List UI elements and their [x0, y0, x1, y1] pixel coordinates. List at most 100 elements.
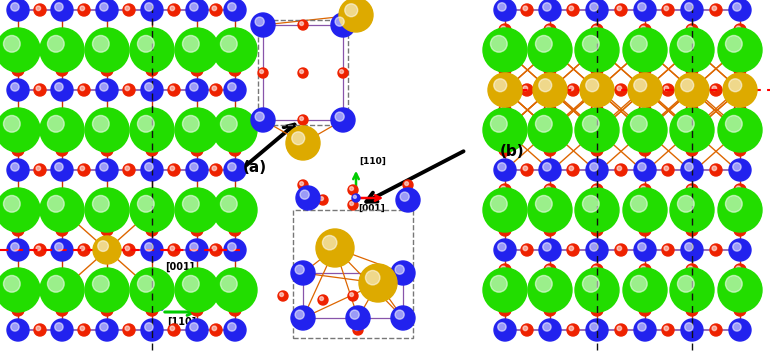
Circle shape [98, 241, 109, 251]
Circle shape [729, 239, 751, 261]
Circle shape [710, 4, 722, 16]
Circle shape [591, 184, 603, 196]
Circle shape [569, 326, 574, 330]
Circle shape [4, 195, 20, 212]
Circle shape [168, 4, 180, 16]
Circle shape [664, 166, 668, 171]
Circle shape [7, 239, 29, 261]
Circle shape [499, 104, 511, 116]
Circle shape [0, 188, 40, 232]
Circle shape [291, 261, 315, 285]
Circle shape [725, 36, 742, 52]
Text: (a): (a) [243, 161, 267, 175]
Circle shape [686, 264, 698, 276]
Circle shape [678, 275, 695, 292]
Circle shape [318, 195, 328, 205]
Circle shape [523, 6, 527, 10]
Circle shape [615, 4, 627, 16]
Circle shape [497, 3, 506, 11]
Circle shape [353, 325, 363, 335]
Circle shape [300, 22, 303, 26]
Circle shape [125, 246, 129, 251]
Circle shape [78, 324, 90, 336]
Circle shape [641, 266, 645, 271]
Circle shape [295, 265, 304, 274]
Circle shape [224, 0, 246, 21]
Circle shape [681, 239, 703, 261]
Circle shape [286, 126, 320, 160]
Circle shape [569, 246, 574, 251]
Circle shape [231, 306, 236, 311]
Circle shape [189, 83, 198, 91]
Circle shape [55, 3, 63, 11]
Circle shape [718, 108, 762, 152]
Circle shape [494, 319, 516, 341]
Circle shape [681, 319, 703, 341]
Circle shape [736, 26, 741, 31]
Circle shape [539, 159, 561, 181]
Circle shape [213, 188, 257, 232]
Circle shape [405, 182, 409, 185]
Circle shape [146, 64, 158, 76]
Circle shape [36, 246, 41, 251]
Circle shape [490, 195, 507, 212]
Circle shape [685, 163, 693, 171]
Circle shape [96, 79, 118, 101]
Circle shape [51, 0, 73, 21]
Circle shape [4, 36, 20, 52]
Circle shape [300, 70, 303, 73]
Circle shape [146, 144, 158, 156]
Circle shape [639, 304, 651, 316]
Circle shape [546, 266, 551, 271]
Circle shape [544, 104, 556, 116]
Circle shape [586, 0, 608, 21]
Circle shape [403, 180, 413, 190]
Circle shape [593, 66, 598, 71]
Circle shape [12, 144, 24, 156]
Circle shape [210, 324, 222, 336]
Circle shape [141, 159, 163, 181]
Circle shape [543, 323, 551, 331]
Circle shape [100, 3, 108, 11]
Circle shape [92, 36, 109, 52]
Circle shape [641, 226, 645, 231]
Circle shape [501, 106, 506, 111]
Circle shape [7, 79, 29, 101]
Circle shape [350, 293, 353, 297]
Circle shape [575, 268, 619, 312]
Circle shape [14, 146, 18, 150]
Circle shape [141, 0, 163, 21]
Circle shape [366, 270, 380, 285]
Circle shape [591, 144, 603, 156]
Circle shape [544, 304, 556, 316]
Circle shape [521, 244, 533, 256]
Circle shape [712, 6, 717, 10]
Circle shape [593, 226, 598, 231]
Circle shape [670, 268, 714, 312]
Circle shape [210, 4, 222, 16]
Circle shape [251, 13, 275, 37]
Circle shape [638, 323, 646, 331]
Circle shape [591, 104, 603, 116]
Circle shape [501, 306, 506, 311]
Circle shape [170, 86, 175, 91]
Circle shape [734, 144, 746, 156]
Circle shape [681, 79, 694, 92]
Circle shape [193, 226, 198, 231]
Circle shape [567, 244, 579, 256]
Text: [001]: [001] [165, 262, 194, 272]
Circle shape [335, 17, 344, 26]
Circle shape [175, 28, 219, 72]
Circle shape [615, 164, 627, 176]
Circle shape [298, 180, 308, 190]
Circle shape [501, 66, 506, 71]
Circle shape [355, 327, 359, 330]
Circle shape [710, 244, 722, 256]
Circle shape [212, 246, 216, 251]
Circle shape [638, 243, 646, 251]
Circle shape [228, 163, 236, 171]
Circle shape [544, 224, 556, 236]
Circle shape [710, 324, 722, 336]
Circle shape [103, 66, 108, 71]
Circle shape [123, 324, 135, 336]
